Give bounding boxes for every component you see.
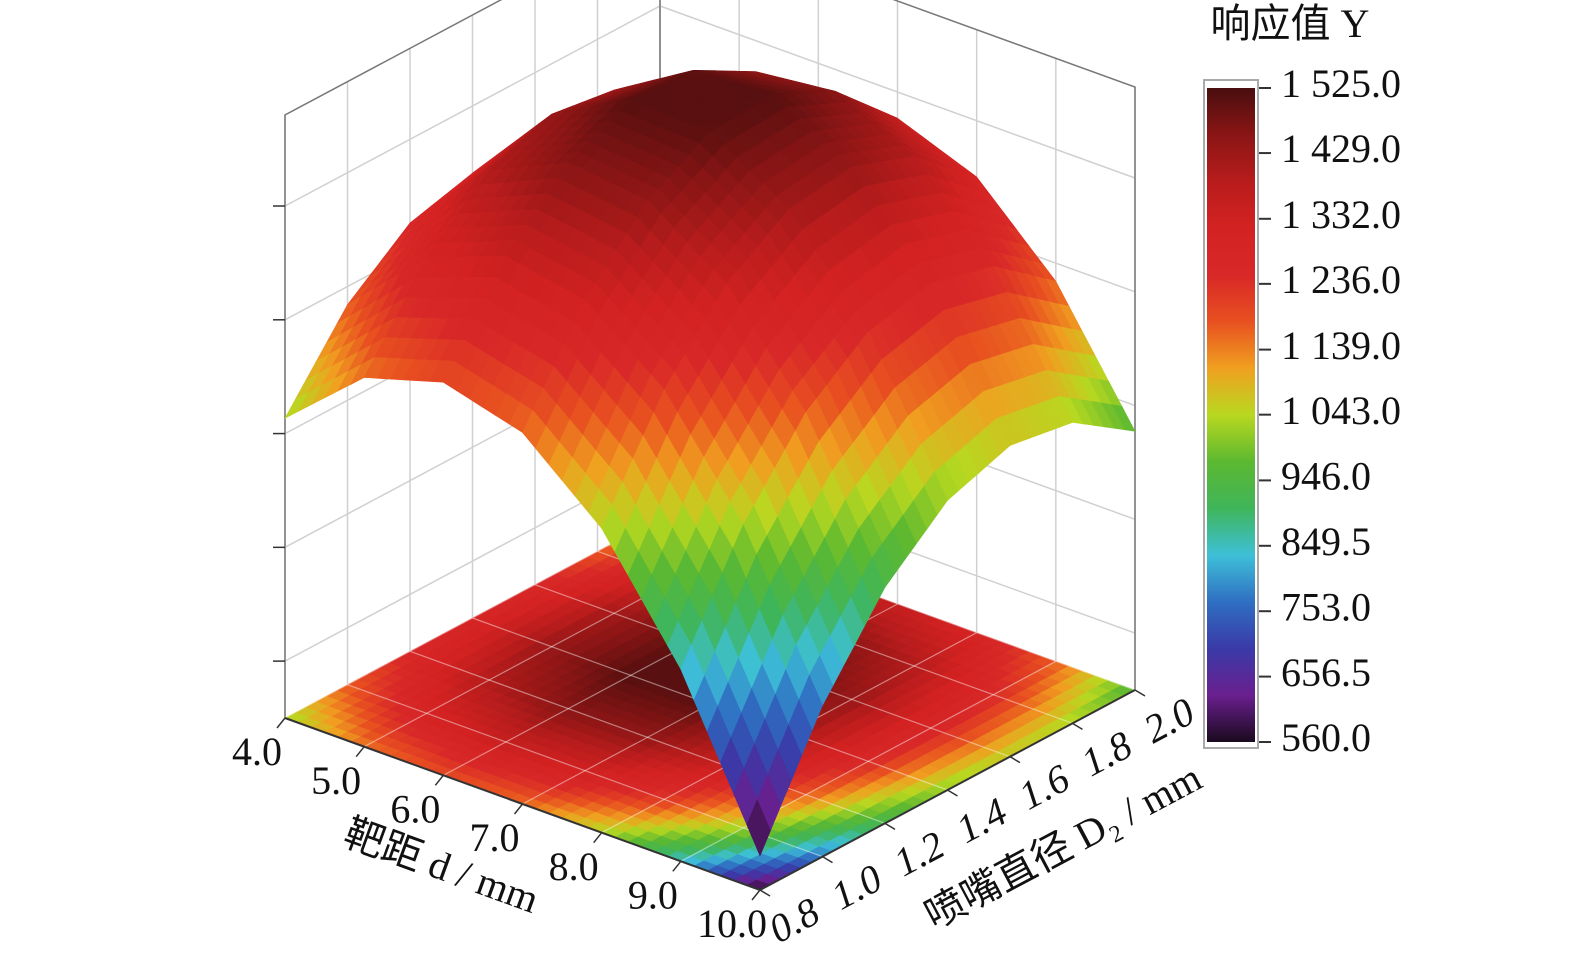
x-tick-label: 6.0 [390,787,440,832]
colorbar-tick-label: 946.0 [1281,454,1371,499]
x-tick [355,746,365,758]
colorbar [1207,88,1255,742]
y-tick-label: 2.0 [1136,689,1201,752]
colorbar-tick-label: 1 043.0 [1281,388,1401,433]
colorbar-tick-label: 656.5 [1281,650,1371,695]
colorbar-tick-label: 560.0 [1281,715,1371,760]
x-tick-label: 9.0 [628,873,678,918]
x-tick-label: 5.0 [311,758,361,803]
x-tick-label: 4.0 [232,729,282,774]
y-tick-label: 1.8 [1074,722,1139,785]
x-tick-label: 8.0 [549,844,599,889]
x-tick [593,832,603,844]
x-tick [276,717,286,729]
colorbar-tick-label: 753.0 [1281,584,1371,629]
grid-line [347,684,823,858]
grid-line [284,517,661,719]
x-tick [672,860,682,872]
box-edge [284,0,1136,718]
y-tick-label: 0.8 [761,889,826,952]
grid-line [409,650,886,824]
x-tick-label: 7.0 [470,815,520,860]
colorbar-tick-label: 1 236.0 [1281,257,1401,302]
y-tick [884,822,896,830]
axes: 4.0 5.0 6.0 7.0 8.0 9.0 10.00.81.01.21.41.61.8… [232,61,1401,952]
y-tick [1072,722,1083,730]
y-tick-label: 1.0 [824,855,889,918]
y-tick-label: 1.6 [1011,755,1076,818]
y-tick [822,856,833,864]
colorbar-title: 响应值 Y [1211,1,1370,46]
colorbar-tick-label: 849.5 [1281,519,1371,564]
y-tick [1134,689,1146,697]
colorbar-tick-label: 1 139.0 [1281,323,1401,368]
surface-patch [746,799,771,857]
x-tick [751,889,761,901]
colorbar-tick-label: 1 429.0 [1281,126,1401,171]
surface [284,69,1136,857]
x-tick-label: 10.0 [697,901,767,946]
x-tick [434,774,444,786]
y-tick [1009,756,1021,764]
x-tick [513,803,524,815]
y-tick-label: 1.4 [949,789,1014,852]
grid-line [680,660,1057,862]
y-tick-label: 1.2 [886,822,951,885]
colorbar-tick-label: 1 525.0 [1281,61,1401,106]
colorbar-tick-label: 1 332.0 [1281,192,1401,237]
y-tick [947,789,958,797]
y-tick [759,889,771,897]
